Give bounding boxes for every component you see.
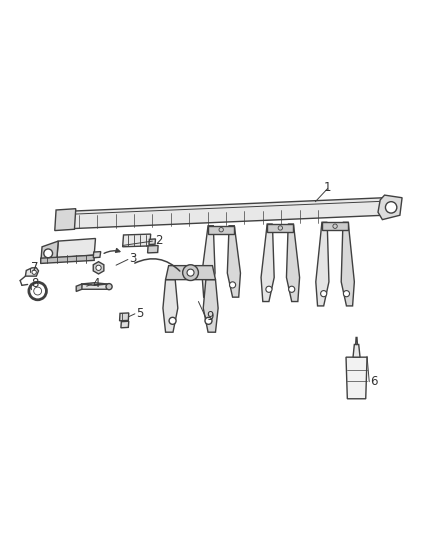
- Circle shape: [183, 265, 198, 280]
- Circle shape: [205, 317, 212, 324]
- Polygon shape: [120, 313, 129, 321]
- Polygon shape: [267, 224, 293, 232]
- Polygon shape: [203, 280, 218, 332]
- Circle shape: [266, 286, 272, 292]
- Polygon shape: [149, 239, 155, 245]
- Polygon shape: [166, 265, 215, 280]
- Polygon shape: [227, 226, 240, 297]
- Circle shape: [34, 287, 42, 295]
- Circle shape: [219, 228, 223, 232]
- Polygon shape: [41, 241, 58, 263]
- Polygon shape: [148, 246, 158, 253]
- Circle shape: [106, 284, 112, 290]
- Text: 8: 8: [32, 277, 39, 289]
- Circle shape: [32, 270, 36, 274]
- Polygon shape: [93, 252, 101, 258]
- Text: 3: 3: [129, 252, 137, 265]
- Circle shape: [278, 226, 283, 230]
- Polygon shape: [202, 226, 215, 297]
- Circle shape: [44, 249, 53, 258]
- Circle shape: [230, 282, 236, 288]
- Text: 7: 7: [31, 261, 38, 274]
- Circle shape: [333, 224, 337, 229]
- Polygon shape: [93, 262, 104, 274]
- Polygon shape: [353, 344, 360, 357]
- Text: 4: 4: [93, 277, 100, 289]
- Circle shape: [187, 269, 194, 276]
- Circle shape: [289, 286, 295, 292]
- Circle shape: [207, 282, 213, 288]
- Polygon shape: [341, 222, 354, 306]
- Polygon shape: [81, 284, 109, 289]
- Polygon shape: [81, 282, 107, 285]
- Polygon shape: [261, 224, 274, 302]
- Circle shape: [385, 201, 397, 213]
- Text: 1: 1: [324, 181, 332, 194]
- Text: 5: 5: [136, 307, 143, 320]
- Polygon shape: [356, 337, 357, 344]
- Polygon shape: [316, 222, 329, 306]
- Circle shape: [321, 290, 327, 297]
- Polygon shape: [25, 268, 39, 276]
- Polygon shape: [346, 357, 367, 399]
- Circle shape: [169, 317, 176, 324]
- Circle shape: [343, 290, 350, 297]
- Text: 2: 2: [155, 233, 163, 247]
- Polygon shape: [123, 234, 151, 247]
- Polygon shape: [208, 226, 234, 233]
- Polygon shape: [286, 224, 300, 302]
- Circle shape: [29, 282, 46, 300]
- Polygon shape: [41, 255, 94, 263]
- Polygon shape: [57, 197, 394, 229]
- Polygon shape: [121, 321, 129, 328]
- Polygon shape: [378, 195, 402, 220]
- Polygon shape: [57, 238, 95, 258]
- Polygon shape: [322, 222, 348, 230]
- Polygon shape: [163, 280, 178, 332]
- Text: 6: 6: [370, 375, 378, 387]
- Circle shape: [96, 265, 101, 270]
- Polygon shape: [76, 284, 82, 292]
- Polygon shape: [55, 209, 76, 231]
- Text: 9: 9: [207, 310, 214, 324]
